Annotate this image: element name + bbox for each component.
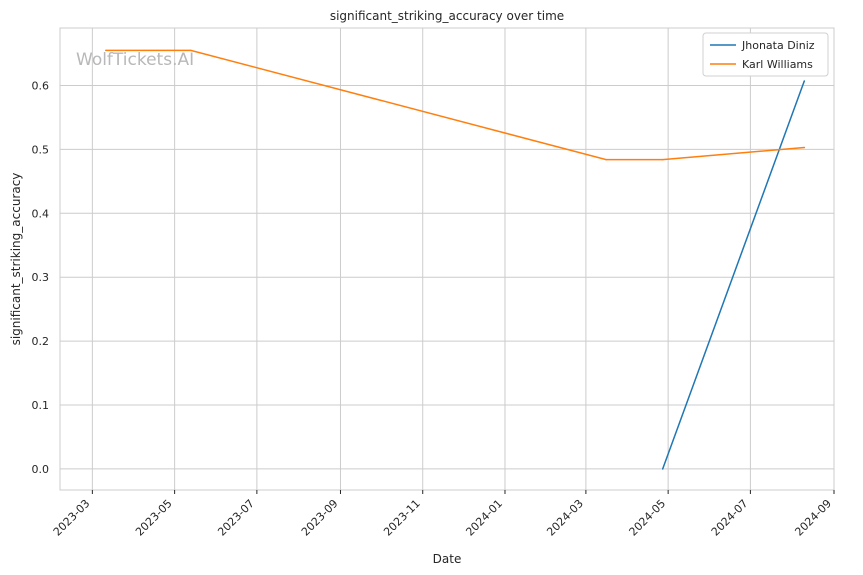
series-line-karl-williams <box>105 49 805 161</box>
data-point-karl-williams <box>661 158 664 161</box>
x-tick-label: 2024-03 <box>544 497 586 539</box>
y-tick-label: 0.4 <box>32 207 50 220</box>
x-tick-label: 2023-09 <box>299 497 341 539</box>
x-tick-label: 2023-07 <box>215 497 257 539</box>
y-tick-label: 0.3 <box>32 271 50 284</box>
data-point-karl-williams <box>803 146 806 149</box>
watermark: WolfTickets.AI <box>76 50 194 70</box>
y-tick-label: 0.5 <box>32 143 50 156</box>
x-tick-label: 2023-05 <box>133 497 175 539</box>
plot-frame <box>59 27 835 491</box>
data-point-jhonata-diniz <box>661 468 664 470</box>
y-tick-label: 0.1 <box>32 399 50 412</box>
x-tick-label: 2024-07 <box>709 497 751 539</box>
data-point-karl-williams <box>189 49 192 52</box>
data-point-karl-williams <box>105 49 107 52</box>
y-axis-label: significant_striking_accuracy <box>9 173 23 346</box>
series-layer <box>105 49 806 470</box>
x-tick-label: 2023-11 <box>381 497 423 539</box>
legend: Jhonata Diniz Karl Williams <box>702 32 829 77</box>
chart-title: significant_striking_accuracy over time <box>330 9 564 23</box>
tick-labels: 0.0 0.1 0.2 0.3 0.4 0.5 0.6 2023-03 2023-05 2023-… <box>32 80 835 539</box>
x-tick-label: 2024-09 <box>792 497 834 539</box>
legend-label-karl-williams: Karl Williams <box>742 58 813 71</box>
data-point-jhonata-diniz <box>803 80 806 82</box>
legend-box <box>702 32 829 77</box>
x-tick-label: 2023-03 <box>51 497 93 539</box>
legend-label-jhonata-diniz: Jhonata Diniz <box>741 39 815 52</box>
y-tick-label: 0.6 <box>32 80 50 93</box>
series-line-jhonata-diniz <box>661 80 806 470</box>
y-tick-label: 0.2 <box>32 335 50 348</box>
x-tick-label: 2024-01 <box>463 497 505 539</box>
x-axis-label: Date <box>433 552 462 566</box>
x-tick-label: 2024-05 <box>627 497 669 539</box>
data-point-karl-williams <box>605 158 607 161</box>
grid <box>60 28 835 490</box>
y-tick-label: 0.0 <box>32 463 50 476</box>
